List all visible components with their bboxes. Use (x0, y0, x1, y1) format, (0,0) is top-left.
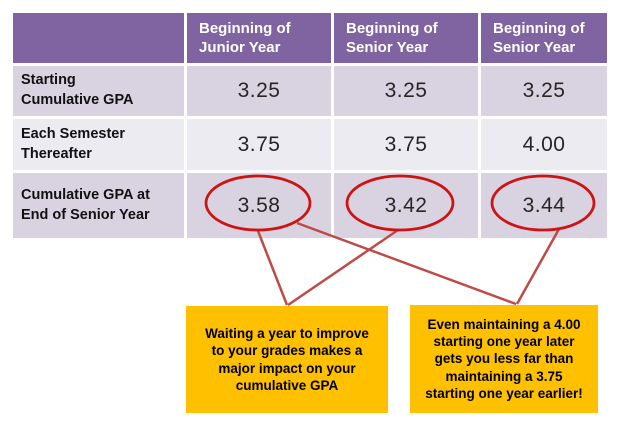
row-label-starting-gpa: Starting Cumulative GPA (13, 66, 184, 116)
connector-line (287, 228, 399, 307)
table-value: 4.00 (481, 119, 607, 170)
callout-even-maintaining: Even maintaining a 4.00 starting one yea… (410, 305, 598, 413)
connector-line (256, 230, 289, 306)
row-label-cumulative-end: Cumulative GPA at End of Senior Year (13, 173, 184, 238)
header-cell-senior-year: Beginning of Senior Year (334, 13, 478, 63)
connector-line (515, 228, 561, 305)
table-value: 3.75 (187, 119, 331, 170)
gpa-comparison-table: Beginning of Junior Year Beginning of Se… (13, 13, 607, 238)
header-cell-junior-year: Beginning of Junior Year (187, 13, 331, 63)
header-cell-senior-year-2: Beginning of Senior Year (481, 13, 607, 63)
table-value: 3.75 (334, 119, 478, 170)
callout-waiting-a-year: Waiting a year to improve to your grades… (186, 306, 388, 413)
table-value-circled: 3.44 (481, 173, 607, 238)
row-label-each-semester: Each Semester Thereafter (13, 119, 184, 170)
table-value: 3.25 (481, 66, 607, 116)
table-value-circled: 3.42 (334, 173, 478, 238)
table-value: 3.25 (334, 66, 478, 116)
table-value-circled: 3.58 (187, 173, 331, 238)
header-cell-empty (13, 13, 184, 63)
table-value: 3.25 (187, 66, 331, 116)
